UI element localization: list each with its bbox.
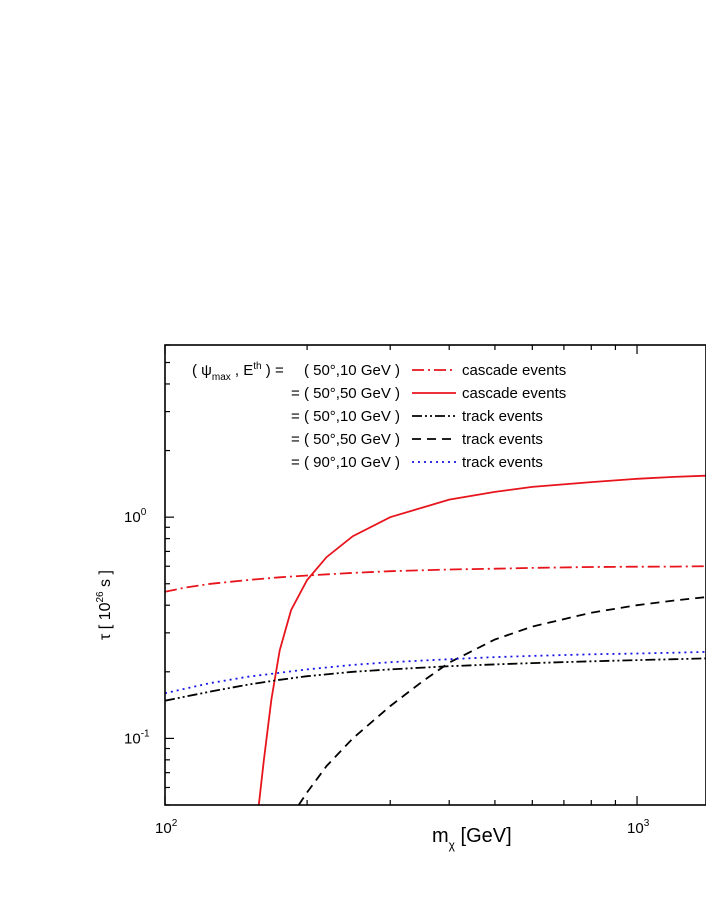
y-axis-title-rest: s ] — [97, 570, 114, 591]
legend: ( ψmax , Eth ) = ( 50°,10 GeV ) cascade ev… — [192, 361, 566, 471]
x-tick-label: 103 — [627, 818, 650, 837]
legend-params: = ( 50°,50 GeV ) — [291, 385, 400, 402]
legend-label: track events — [462, 408, 543, 425]
x-tick-label: 102 — [155, 818, 178, 837]
series-line-1 — [165, 565, 706, 593]
legend-params: ( 50°,10 GeV ) — [304, 362, 400, 379]
series-line-4 — [297, 596, 706, 805]
legend-label: cascade events — [462, 362, 566, 379]
series-line-2 — [257, 474, 706, 805]
y-axis-title: τ [ 1026 s ] — [95, 570, 114, 640]
legend-header: ( ψmax , Eth ) = — [192, 361, 284, 383]
series-layer — [165, 474, 706, 805]
legend-params: = ( 50°,50 GeV ) — [291, 431, 400, 448]
ticks-layer: 102 103 10-1 100 — [124, 344, 650, 837]
legend-params: = ( 50°,10 GeV ) — [291, 408, 400, 425]
y-axis-title-sup: 26 — [95, 591, 106, 603]
series-line-5 — [165, 651, 706, 695]
y-axis-title-main: τ [ 10 — [97, 602, 114, 640]
x-axis-title: mχ [GeV] — [432, 825, 512, 852]
series-line-3 — [165, 657, 706, 702]
legend-params: = ( 90°,10 GeV ) — [291, 454, 400, 471]
x-axis-title-rest: [GeV] — [455, 825, 512, 847]
y-tick-label: 100 — [124, 507, 147, 526]
plot-frame — [164, 344, 706, 806]
legend-label: track events — [462, 454, 543, 471]
x-axis-title-sub: χ — [449, 838, 456, 852]
x-axis-title-main: m — [432, 825, 449, 847]
legend-label: track events — [462, 431, 543, 448]
legend-label: cascade events — [462, 385, 566, 402]
y-tick-label: 10-1 — [124, 728, 150, 747]
